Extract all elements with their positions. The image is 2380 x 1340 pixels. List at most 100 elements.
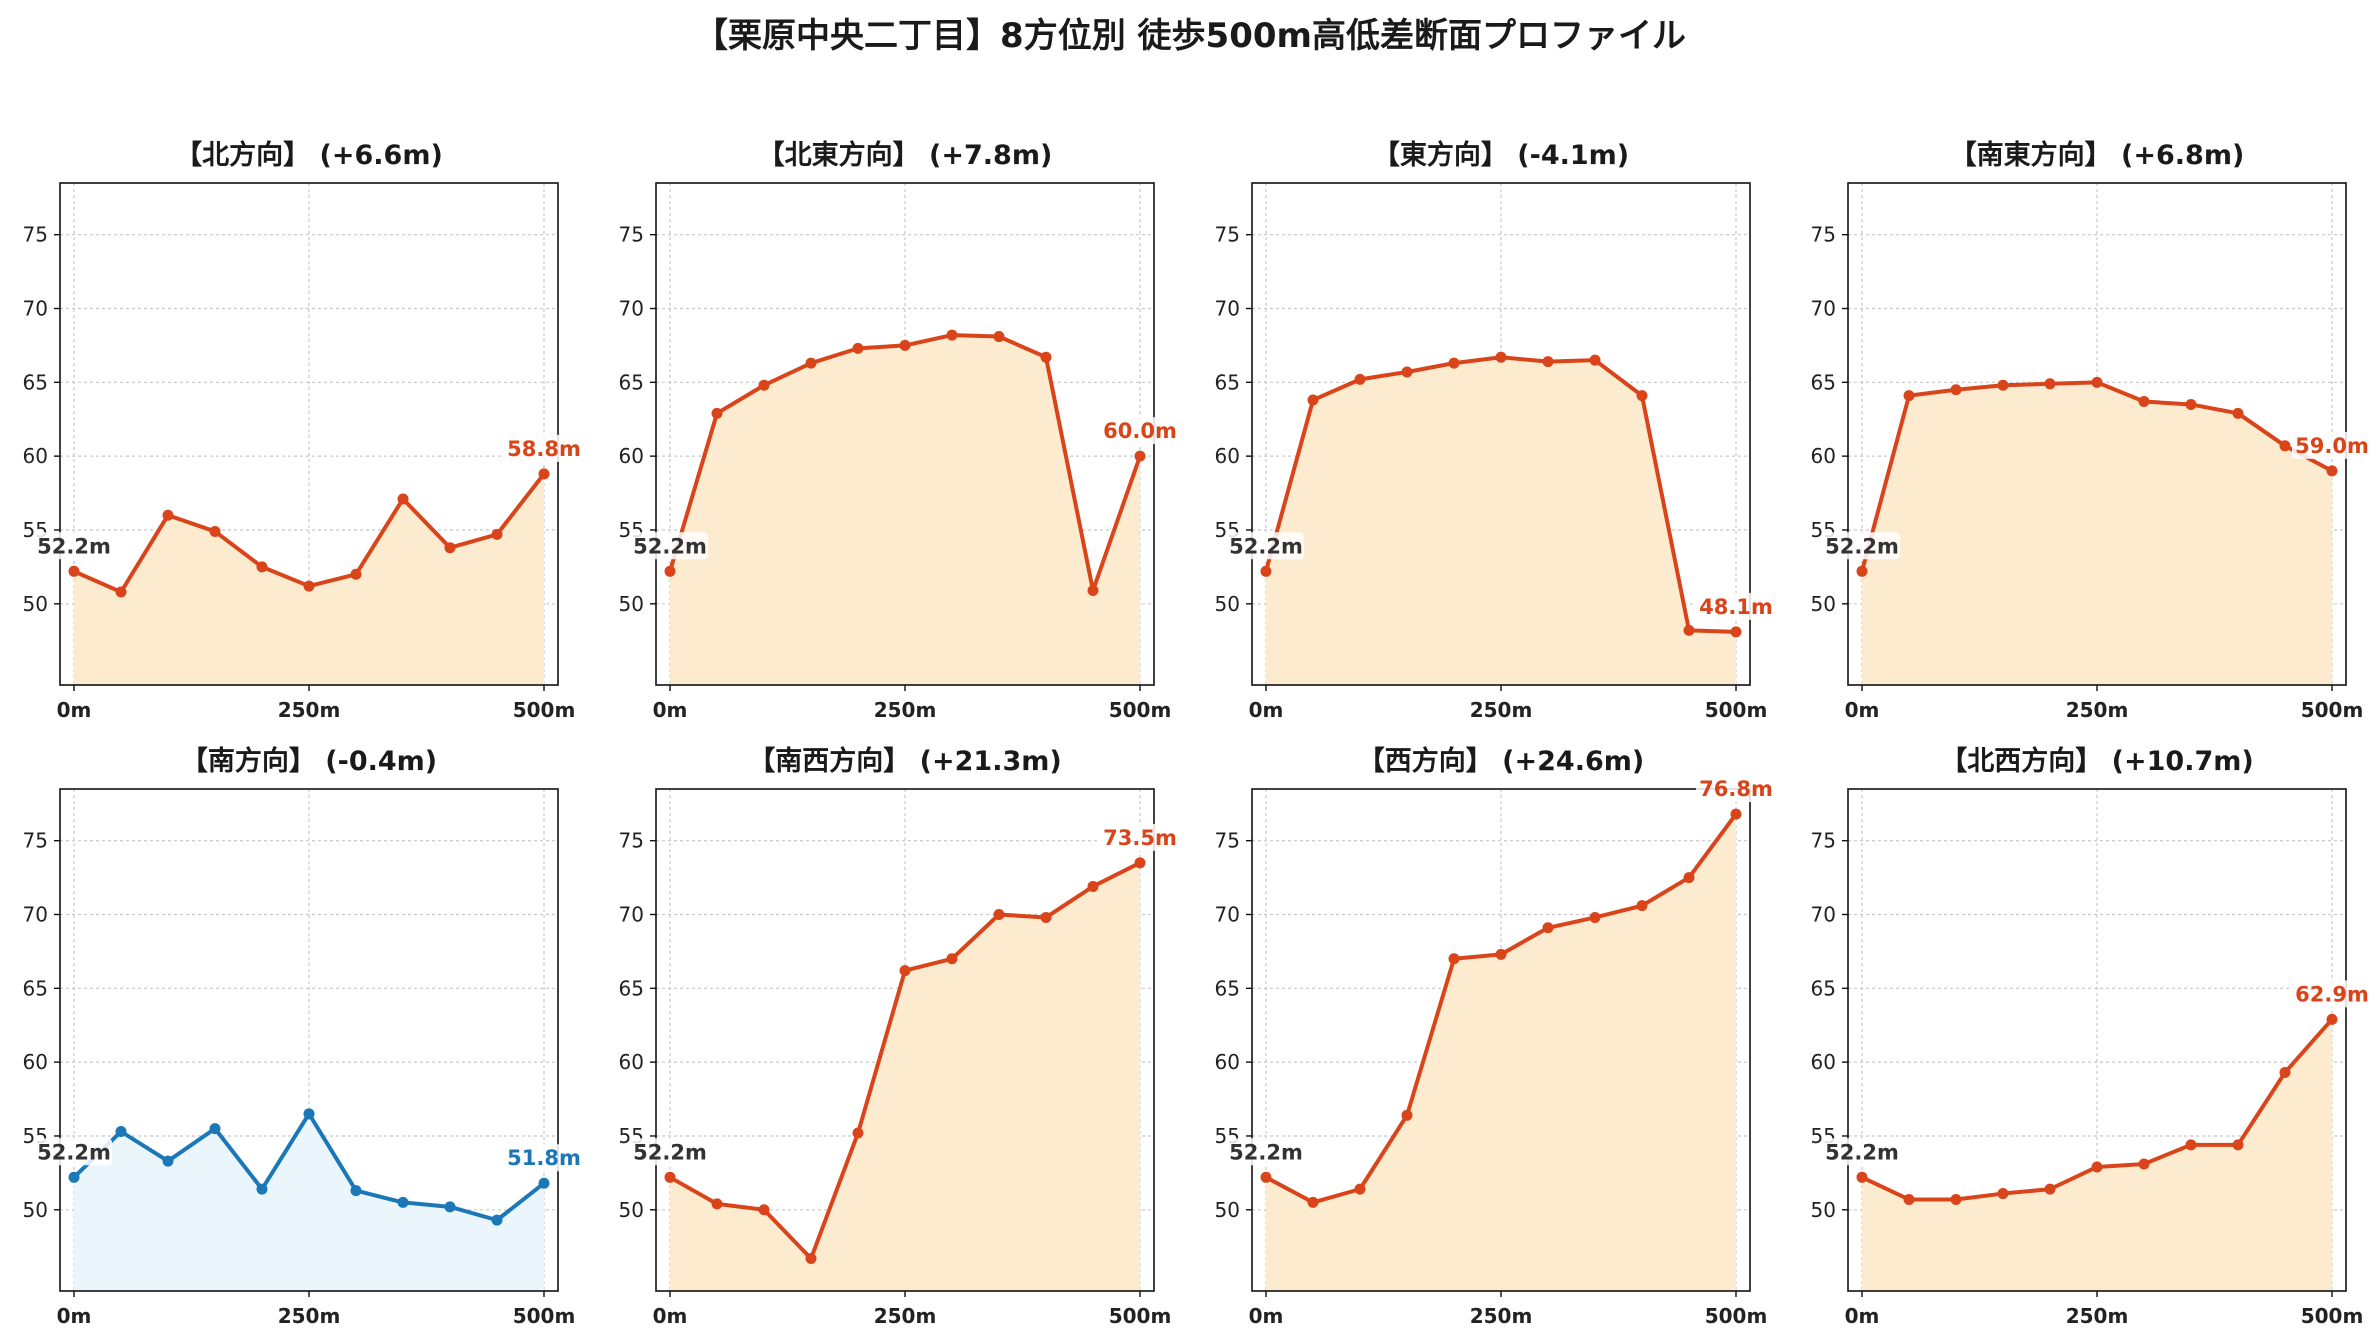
panel-title: 【南西方向】 (+21.3m) — [748, 745, 1061, 777]
elevation-point — [993, 331, 1005, 343]
y-tick-label: 65 — [619, 976, 644, 1000]
y-tick-label: 60 — [1811, 444, 1836, 468]
plot-frame — [1251, 182, 1751, 686]
elevation-point — [444, 542, 456, 554]
elevation-area — [1862, 1019, 2332, 1291]
elevation-area — [74, 1113, 544, 1291]
y-tick-label: 65 — [23, 976, 48, 1000]
start-label-box — [36, 1138, 112, 1166]
elevation-point — [1495, 948, 1507, 960]
elevation-point — [1040, 351, 1052, 363]
y-tick-label: 50 — [23, 1198, 48, 1222]
elevation-point — [852, 1127, 864, 1139]
start-elevation-label: 52.2m — [1825, 534, 1899, 558]
elevation-point — [444, 1201, 456, 1213]
y-tick-label: 50 — [619, 1198, 644, 1222]
elevation-area — [1266, 814, 1736, 1291]
x-tick-label: 500m — [1109, 698, 1172, 722]
start-elevation-label: 52.2m — [1825, 1140, 1899, 1164]
start-elevation-label: 52.2m — [633, 1140, 707, 1164]
y-tick-label: 60 — [23, 444, 48, 468]
x-tick-label: 500m — [513, 1304, 576, 1328]
x-tick-label: 0m — [1249, 1304, 1284, 1328]
elevation-point — [1997, 1188, 2009, 1200]
plot-frame — [1251, 788, 1751, 1292]
plot-frame — [59, 182, 559, 686]
y-tick-label: 65 — [1811, 370, 1836, 394]
elevation-point — [1260, 1171, 1272, 1183]
x-tick-label: 500m — [1109, 1304, 1172, 1328]
elevation-point — [2138, 1158, 2150, 1170]
y-tick-label: 70 — [1215, 903, 1240, 927]
y-tick-label: 65 — [1811, 976, 1836, 1000]
elevation-point — [1636, 900, 1648, 912]
elevation-point — [1448, 357, 1460, 369]
elevation-point — [711, 1198, 723, 1210]
elevation-point — [2138, 396, 2150, 408]
elevation-point — [1636, 390, 1648, 402]
plot-frame — [59, 788, 559, 1292]
y-tick-label: 75 — [1215, 829, 1240, 853]
elevation-point — [68, 1171, 80, 1183]
elevation-point — [397, 493, 409, 505]
x-tick-label: 0m — [57, 1304, 92, 1328]
elevation-point — [1087, 880, 1099, 892]
elevation-area — [74, 473, 544, 685]
elevation-point — [1260, 565, 1272, 577]
elevation-point — [256, 561, 268, 573]
elevation-point — [1401, 1109, 1413, 1121]
elevation-point — [664, 1171, 676, 1183]
y-tick-label: 75 — [1215, 223, 1240, 247]
start-elevation-label: 52.2m — [1229, 1140, 1303, 1164]
elevation-point — [1134, 857, 1146, 869]
x-tick-label: 250m — [1470, 698, 1533, 722]
y-tick-label: 75 — [23, 223, 48, 247]
y-tick-label: 60 — [1215, 1050, 1240, 1074]
elevation-point — [1401, 366, 1413, 378]
elevation-point — [2044, 1183, 2056, 1195]
start-label-box — [1228, 1138, 1304, 1166]
elevation-point — [758, 1204, 770, 1216]
elevation-point — [162, 1155, 174, 1167]
elevation-point — [115, 1126, 127, 1138]
y-tick-label: 50 — [1811, 1198, 1836, 1222]
elevation-point — [946, 953, 958, 965]
end-label-box — [1100, 417, 1180, 445]
end-elevation-label: 51.8m — [507, 1146, 581, 1170]
end-elevation-label: 48.1m — [1699, 595, 1773, 619]
elevation-point — [1542, 356, 1554, 368]
start-elevation-label: 52.2m — [37, 534, 111, 558]
end-label-box — [2292, 980, 2372, 1008]
panel-title: 【南方向】 (-0.4m) — [181, 745, 437, 777]
x-tick-label: 250m — [2066, 698, 2129, 722]
y-tick-label: 70 — [1811, 297, 1836, 321]
elevation-point — [2326, 465, 2338, 477]
elevation-point — [491, 1214, 503, 1226]
end-label-box — [1100, 823, 1180, 851]
elevation-point — [2185, 398, 2197, 410]
x-tick-label: 250m — [1470, 1304, 1533, 1328]
x-tick-label: 250m — [278, 1304, 341, 1328]
elevation-point — [2279, 1066, 2291, 1078]
elevation-point — [1903, 1193, 1915, 1205]
elevation-point — [664, 565, 676, 577]
x-tick-label: 0m — [653, 1304, 688, 1328]
elevation-point — [805, 357, 817, 369]
plot-frame — [1847, 788, 2347, 1292]
elevation-point — [350, 1185, 362, 1197]
elevation-point — [1354, 1183, 1366, 1195]
elevation-point — [1307, 1196, 1319, 1208]
elevation-point — [491, 528, 503, 540]
elevation-point — [397, 1196, 409, 1208]
elevation-point — [1448, 953, 1460, 965]
elevation-point — [68, 565, 80, 577]
x-tick-label: 500m — [1705, 1304, 1768, 1328]
elevation-area — [1266, 357, 1736, 685]
elevation-point — [758, 379, 770, 391]
elevation-point — [1087, 585, 1099, 597]
